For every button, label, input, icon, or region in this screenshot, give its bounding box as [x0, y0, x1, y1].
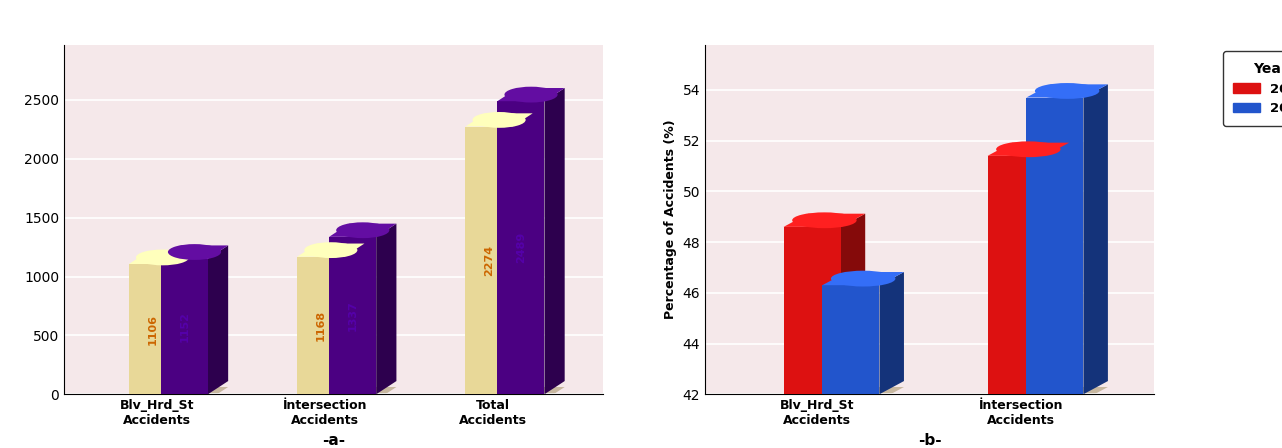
Text: 1152: 1152	[179, 311, 190, 342]
Text: 1106: 1106	[147, 314, 158, 345]
Text: 53.7: 53.7	[1050, 232, 1060, 259]
Polygon shape	[160, 387, 228, 400]
Polygon shape	[329, 224, 396, 237]
Polygon shape	[129, 251, 196, 264]
Bar	[497, 101, 545, 394]
Legend: 2009, 2010: 2009, 2010	[706, 52, 800, 126]
Text: 2274: 2274	[485, 245, 494, 276]
Ellipse shape	[473, 112, 526, 128]
Polygon shape	[1083, 84, 1108, 394]
Bar	[297, 257, 345, 394]
Polygon shape	[297, 244, 364, 257]
Polygon shape	[987, 387, 1069, 400]
Text: 1337: 1337	[347, 300, 358, 331]
Polygon shape	[1045, 142, 1069, 394]
Polygon shape	[497, 387, 564, 400]
Text: 46.3: 46.3	[846, 326, 856, 353]
Polygon shape	[497, 88, 564, 101]
Polygon shape	[783, 214, 865, 227]
Polygon shape	[987, 142, 1069, 156]
Bar	[329, 237, 376, 394]
Polygon shape	[208, 246, 228, 394]
Bar	[822, 285, 879, 394]
Polygon shape	[822, 272, 904, 285]
Polygon shape	[841, 214, 865, 394]
Ellipse shape	[168, 244, 221, 260]
Y-axis label: Percentage of Accidents (%): Percentage of Accidents (%)	[664, 120, 677, 319]
Polygon shape	[465, 387, 533, 400]
Bar	[987, 156, 1045, 394]
Polygon shape	[1027, 387, 1108, 400]
Ellipse shape	[304, 242, 358, 258]
Ellipse shape	[136, 250, 190, 265]
Polygon shape	[376, 224, 396, 394]
Legend: 2009, 2010: 2009, 2010	[1223, 52, 1282, 126]
Polygon shape	[783, 387, 865, 400]
Ellipse shape	[1035, 83, 1100, 99]
Polygon shape	[1027, 84, 1108, 98]
Polygon shape	[129, 387, 196, 400]
Text: 1168: 1168	[315, 310, 326, 341]
Text: 48.6: 48.6	[808, 297, 817, 324]
Polygon shape	[545, 88, 564, 394]
Polygon shape	[297, 387, 364, 400]
Polygon shape	[160, 246, 228, 258]
Polygon shape	[465, 113, 533, 126]
Ellipse shape	[792, 212, 856, 228]
Polygon shape	[822, 387, 904, 400]
Bar	[465, 126, 513, 394]
Ellipse shape	[336, 222, 390, 238]
Ellipse shape	[996, 142, 1060, 157]
Polygon shape	[329, 387, 396, 400]
Bar	[783, 227, 841, 394]
Text: 51.4: 51.4	[1011, 261, 1022, 289]
Bar	[1027, 98, 1083, 394]
X-axis label: -a-: -a-	[322, 433, 345, 448]
Polygon shape	[513, 113, 533, 394]
Polygon shape	[176, 251, 196, 394]
Polygon shape	[879, 272, 904, 394]
Ellipse shape	[831, 271, 895, 287]
Polygon shape	[345, 244, 364, 394]
Ellipse shape	[504, 87, 558, 103]
X-axis label: -b-: -b-	[918, 433, 941, 448]
Text: 2489: 2489	[515, 232, 526, 263]
Bar	[160, 258, 208, 394]
Bar	[129, 264, 176, 394]
